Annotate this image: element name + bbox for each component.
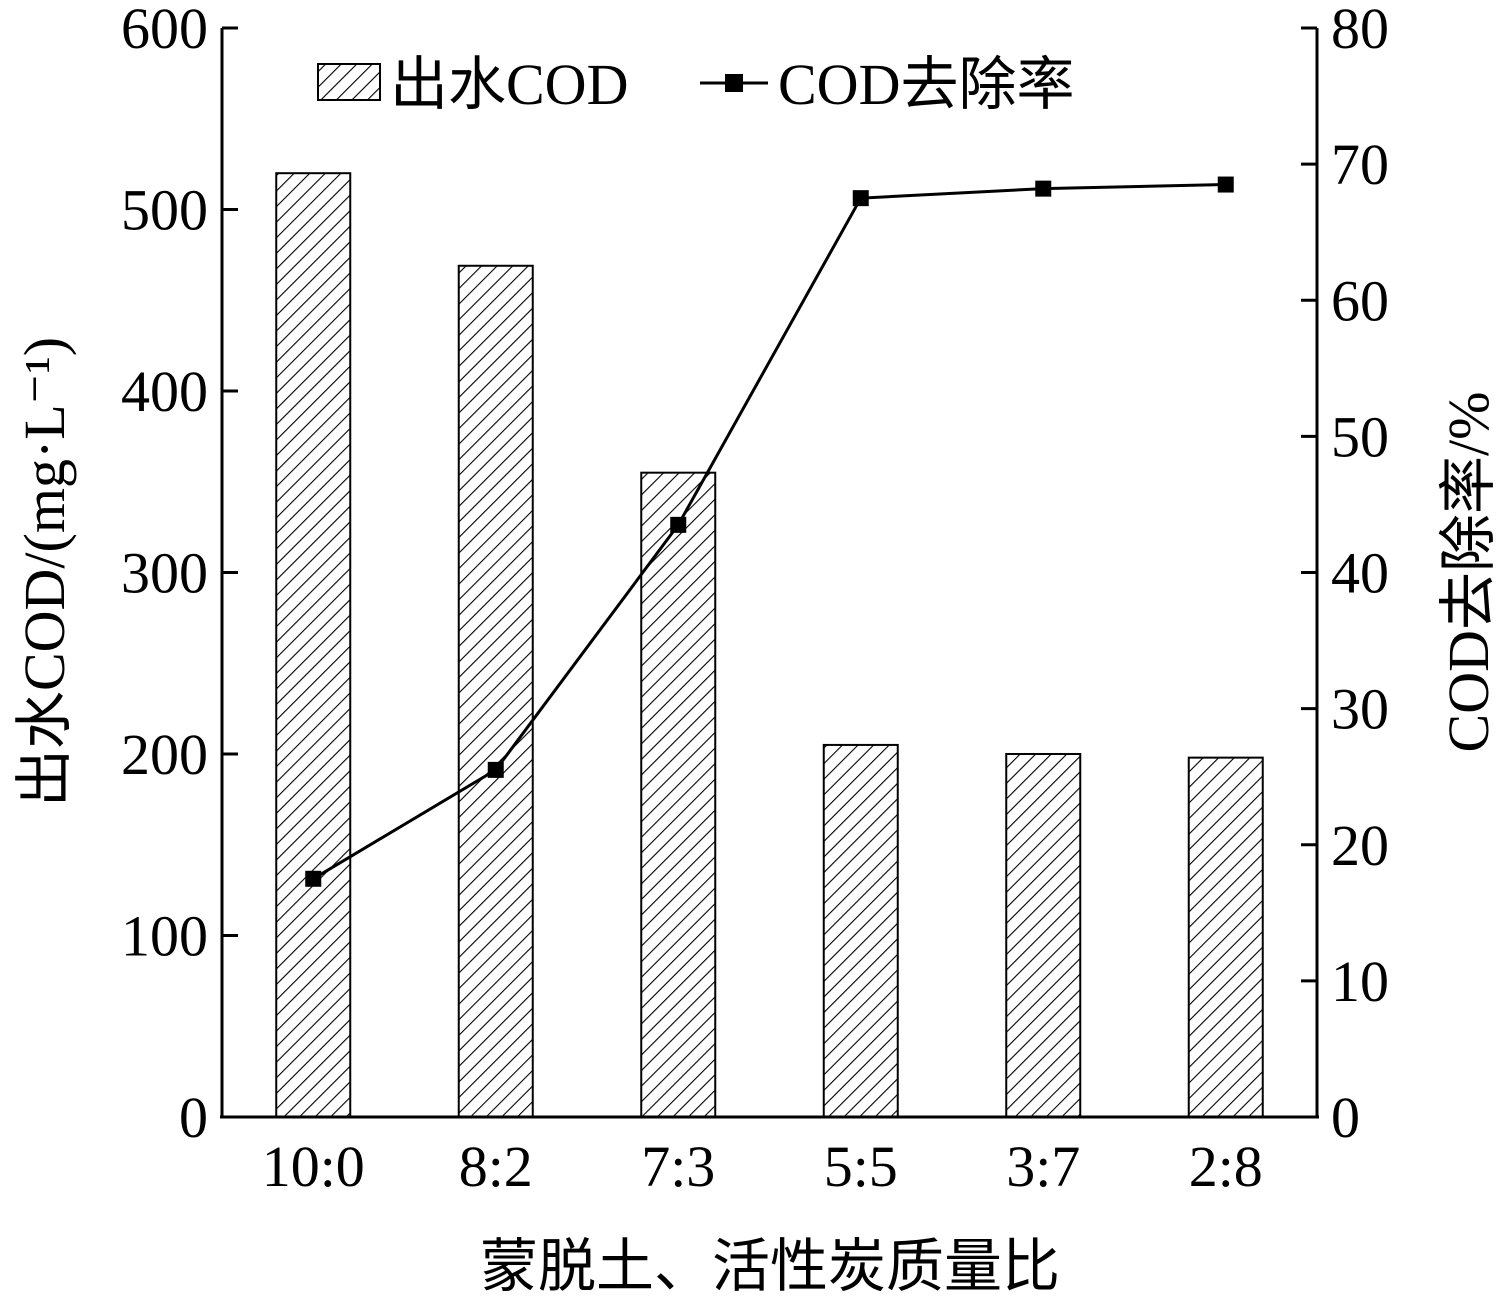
axes (220, 28, 1319, 1119)
right-tick-label: 20 (1331, 813, 1389, 878)
x-tick-label: 3:7 (1006, 1134, 1080, 1199)
left-tick-label: 100 (121, 904, 208, 969)
right-y-ticks: 0 10 20 30 40 50 60 70 80 (1301, 0, 1389, 1150)
removal-rate-point-5-5 (852, 190, 869, 207)
right-tick-label: 30 (1331, 677, 1389, 742)
x-tick-label: 10:0 (262, 1134, 365, 1199)
x-tick-labels: 10:0 8:2 7:3 5:5 3:7 2:8 (262, 1134, 1263, 1199)
legend-line-label: COD去除率 (778, 52, 1074, 117)
removal-rate-point-2-8 (1217, 176, 1234, 193)
left-tick-label: 600 (121, 0, 208, 61)
bar-5-5 (822, 743, 899, 1118)
left-tick-label: 400 (121, 359, 208, 424)
bar-2-8 (1187, 756, 1264, 1118)
right-axis-title: COD去除率/% (1436, 392, 1501, 753)
removal-rate-line (312, 183, 1226, 881)
left-tick-label: 500 (121, 178, 208, 243)
x-tick-label: 7:3 (641, 1134, 715, 1199)
removal-rate-point-8-2 (487, 761, 504, 778)
left-y-ticks: 0 100 200 300 400 500 600 (121, 0, 238, 1150)
right-tick-label: 70 (1331, 132, 1389, 197)
right-tick-label: 40 (1331, 541, 1389, 606)
right-tick-label: 80 (1331, 0, 1389, 61)
line-series (305, 176, 1234, 887)
left-tick-label: 200 (121, 722, 208, 787)
legend-line-marker (725, 74, 743, 92)
right-tick-label: 60 (1331, 268, 1389, 333)
right-tick-label: 0 (1331, 1085, 1360, 1150)
removal-rate-point-10-0 (305, 870, 322, 887)
bar-7-3 (640, 471, 717, 1118)
removal-rate-point-7-3 (670, 516, 687, 533)
left-tick-label: 300 (121, 541, 208, 606)
x-tick-label: 8:2 (459, 1134, 533, 1199)
bar-8-2 (457, 264, 534, 1118)
right-tick-label: 10 (1331, 949, 1389, 1014)
left-tick-label: 0 (179, 1085, 208, 1150)
right-tick-label: 50 (1331, 404, 1389, 469)
bar-series (275, 172, 1264, 1118)
removal-rate-point-3-7 (1035, 180, 1052, 197)
bar-3-7 (1005, 753, 1082, 1118)
legend-bar-swatch (317, 63, 381, 101)
left-axis-title: 出水COD/(mg·L⁻¹) (12, 337, 77, 807)
legend-bar-label: 出水COD (390, 52, 628, 117)
x-tick-label: 5:5 (824, 1134, 898, 1199)
x-axis-title: 蒙脱土、活性炭质量比 (480, 1234, 1060, 1299)
x-tick-label: 2:8 (1189, 1134, 1263, 1199)
bar-10-0 (275, 172, 352, 1118)
legend: 出水COD COD去除率 (317, 52, 1074, 117)
